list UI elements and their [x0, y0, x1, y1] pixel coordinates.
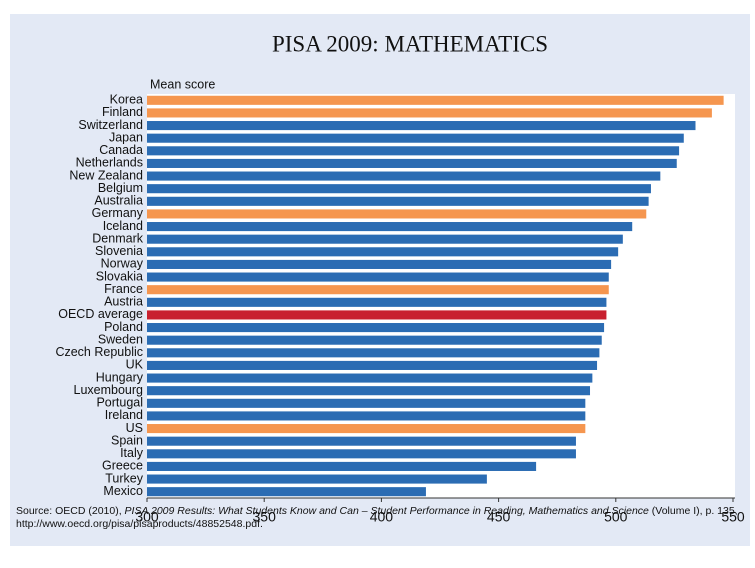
bar [147, 95, 724, 105]
bar [147, 158, 677, 168]
y-tick-label: Greece [102, 459, 143, 473]
x-tick-label: 550 [721, 509, 745, 525]
y-tick-label: Denmark [92, 231, 143, 245]
bar [147, 234, 623, 244]
bar [147, 335, 602, 345]
y-tick-label: Germany [92, 206, 144, 220]
y-tick-label: Portugal [96, 396, 143, 410]
bar [147, 133, 684, 143]
bar [147, 411, 586, 421]
y-tick-label: Slovakia [96, 269, 143, 283]
bar [147, 360, 598, 370]
bar [147, 121, 696, 131]
y-tick-label: Switzerland [78, 118, 143, 132]
x-tick-label: 500 [604, 509, 628, 525]
bar [147, 184, 651, 194]
y-tick-label: France [104, 282, 143, 296]
y-tick-label: Iceland [103, 219, 143, 233]
axis-label: Mean score [150, 77, 215, 91]
y-tick-label: Belgium [98, 181, 143, 195]
y-tick-label: Sweden [98, 332, 143, 346]
bar [147, 171, 661, 181]
x-tick-label: 350 [253, 509, 277, 525]
y-tick-label: Finland [102, 105, 143, 119]
y-tick-label: Canada [99, 143, 143, 157]
chart-title: PISA 2009: MATHEMATICS [272, 31, 548, 56]
y-tick-label: Luxembourg [74, 383, 144, 397]
x-tick-label: 450 [487, 509, 511, 525]
bar [147, 449, 576, 459]
bar [147, 424, 586, 434]
source-text: (Volume I), p. 135, http://www.oecd.org/… [16, 505, 738, 530]
bar [147, 461, 537, 471]
bar [147, 348, 600, 358]
bar [147, 285, 609, 295]
source-note: Source: OECD (2010), PISA 2009 Results: … [16, 505, 741, 531]
bar [147, 259, 612, 269]
bar [147, 487, 426, 497]
y-tick-label: Poland [104, 320, 143, 334]
y-tick-label: Ireland [105, 408, 143, 422]
source-title: PISA 2009 Results: What Students Know an… [124, 505, 649, 517]
y-tick-label: OECD average [58, 307, 143, 321]
y-tick-label: Japan [109, 130, 143, 144]
bar [147, 398, 586, 408]
y-tick-label: Norway [101, 257, 144, 271]
y-tick-label: Austria [104, 295, 143, 309]
bar [147, 272, 609, 282]
y-tick-label: Hungary [96, 370, 144, 384]
y-tick-label: New Zealand [69, 168, 143, 182]
y-tick-label: UK [126, 358, 144, 372]
source-text: Source: OECD (2010), [16, 505, 125, 517]
y-tick-label: Turkey [105, 471, 143, 485]
y-tick-label: Slovenia [95, 244, 143, 258]
bar [147, 436, 576, 446]
y-tick-label: Netherlands [76, 156, 143, 170]
y-tick-label: US [126, 421, 143, 435]
bar [147, 209, 647, 219]
y-tick-label: Italy [120, 446, 144, 460]
bar [147, 108, 712, 118]
bar [147, 373, 593, 383]
bar [147, 222, 633, 232]
bar [147, 310, 607, 320]
bar [147, 297, 607, 307]
bar [147, 323, 605, 333]
bar [147, 474, 487, 484]
x-tick-label: 400 [370, 509, 394, 525]
y-tick-label: Czech Republic [55, 345, 143, 359]
y-tick-label: Spain [111, 433, 143, 447]
bar [147, 146, 680, 156]
y-tick-label: Mexico [103, 484, 143, 498]
bar [147, 196, 649, 206]
bar [147, 247, 619, 257]
y-tick-label: Australia [94, 194, 143, 208]
x-tick-label: 300 [135, 509, 159, 525]
y-tick-label: Korea [110, 93, 143, 107]
bar [147, 386, 591, 396]
